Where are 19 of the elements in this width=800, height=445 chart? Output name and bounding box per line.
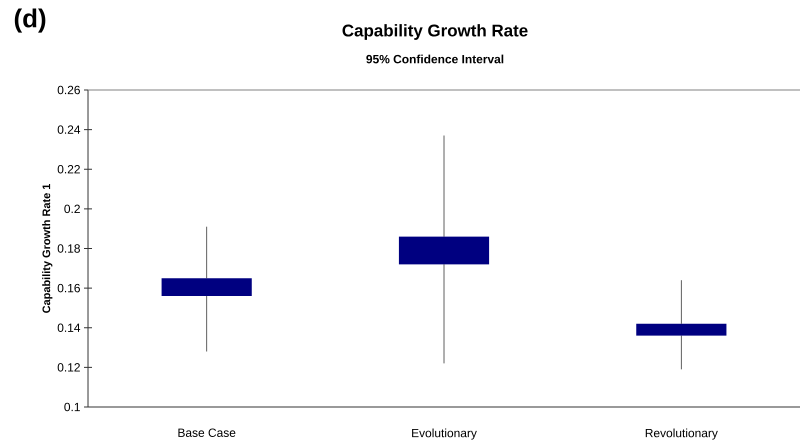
y-tick-label: 0.2 [64,204,80,214]
chart-subtitle: 95% Confidence Interval [366,54,504,64]
x-tick-label: Revolutionary [646,428,718,440]
y-tick-label: 0.14 [58,324,80,332]
y-tick-label: 0.24 [58,125,80,134]
x-tick-label: Base Case [178,428,236,437]
y-tick-label: 0.18 [58,244,80,253]
y-tick-label: 0.26 [58,86,80,94]
x-tick-label: Evolutionary [412,428,477,440]
candlestick [162,226,252,352]
y-tick-label: 0.16 [58,284,80,292]
y-tick-label: 0.1 [64,402,80,412]
y-tick-label: 0.22 [58,165,80,174]
candlestick [636,280,726,370]
chart-title: Capability Growth Rate [342,24,528,40]
y-axis-title: Capability Growth Rate 1 [42,184,52,313]
candlestick [398,135,490,364]
text: (d) [14,8,46,33]
y-tick-label: 0.12 [58,363,80,372]
